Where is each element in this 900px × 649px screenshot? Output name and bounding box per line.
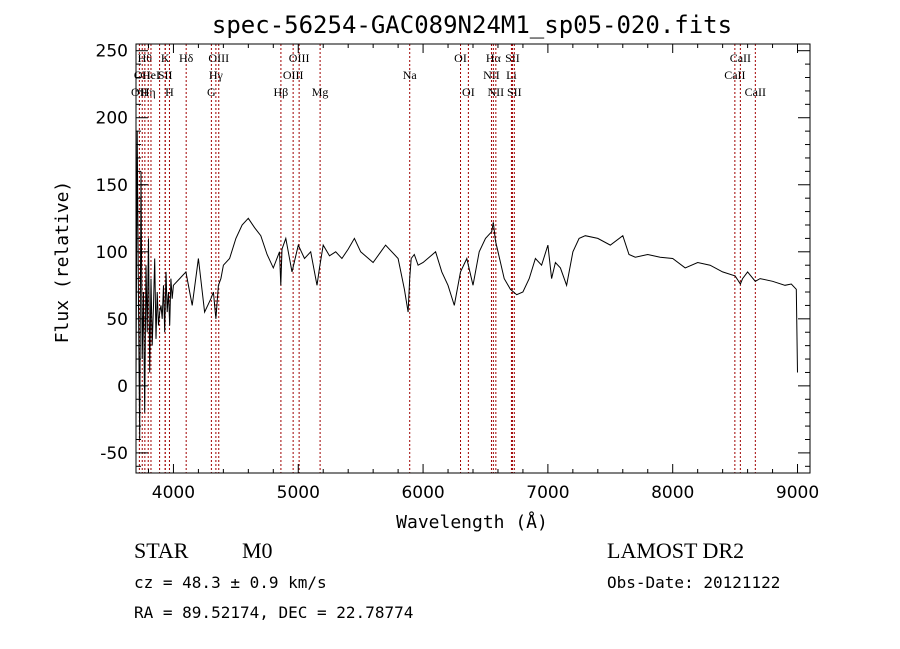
line-marker-label: Li <box>506 68 517 82</box>
line-marker-label: Hη <box>141 85 156 99</box>
y-tick-label: 200 <box>96 109 128 129</box>
spectrum-line <box>135 131 798 440</box>
redshift-line: cz = 48.3 ± 0.9 km/s <box>134 573 327 592</box>
line-marker-label: Hβ <box>274 85 289 99</box>
line-marker-label: NII <box>488 85 505 99</box>
line-marker-label: NII <box>483 68 500 82</box>
line-marker-label: CaII <box>745 85 766 99</box>
line-marker-label: OIII <box>289 51 310 65</box>
object-subclass: M0 <box>242 538 273 563</box>
line-marker-label: OI <box>454 51 467 65</box>
chart-title: spec-56254-GAC089N24M1_sp05-020.fits <box>212 11 732 39</box>
line-markers: OIIOIIHθHηHeIKSIIHHδGHγOIIIHβOIIIOIIIMgN… <box>131 44 766 473</box>
line-marker-label: SII <box>158 68 173 82</box>
line-marker-label: SII <box>507 85 522 99</box>
plot-frame <box>135 43 811 474</box>
line-marker-label: OI <box>462 85 475 99</box>
x-tick-label: 9000 <box>776 483 819 503</box>
y-axis-label: Flux (relative) <box>52 181 73 344</box>
object-class: STAR <box>134 538 189 563</box>
x-tick-label: 7000 <box>526 483 569 503</box>
x-tick-label: 8000 <box>651 483 694 503</box>
ra-dec-line: RA = 89.52174, DEC = 22.78774 <box>134 603 414 622</box>
line-marker-label: CaII <box>724 68 745 82</box>
line-marker-label: Na <box>403 68 418 82</box>
axes <box>135 43 811 474</box>
y-tick-label: -50 <box>100 444 128 464</box>
line-marker-label: H <box>165 85 174 99</box>
line-marker-label: G <box>207 85 216 99</box>
line-marker-label: OII <box>134 68 151 82</box>
line-marker-label: Mg <box>312 85 329 99</box>
line-marker-label: OIII <box>208 51 229 65</box>
line-marker-label: Hδ <box>179 51 194 65</box>
line-marker-label: HeI <box>142 68 160 82</box>
x-tick-label: 6000 <box>401 483 444 503</box>
line-marker-label: Hγ <box>209 68 224 82</box>
line-marker-label: CaII <box>730 51 751 65</box>
tick-labels: 4000 5000 6000 7000 8000 9000 -50 0 50 100 150 200 2… <box>96 42 820 503</box>
x-tick-label: 5000 <box>277 483 320 503</box>
y-tick-label: 0 <box>117 377 128 397</box>
line-marker-label: Hθ <box>138 51 153 65</box>
y-tick-label: 50 <box>106 310 128 330</box>
x-tick-label: 4000 <box>152 483 195 503</box>
y-tick-label: 100 <box>96 243 128 263</box>
line-marker-label: OII <box>131 85 148 99</box>
line-marker-label: OIII <box>283 68 304 82</box>
survey-label: LAMOST DR2 <box>607 538 745 563</box>
y-tick-label: 150 <box>96 176 128 196</box>
line-marker-label: SII <box>505 51 520 65</box>
y-tick-label: 250 <box>96 42 128 62</box>
obs-date-line: Obs-Date: 20121122 <box>607 573 781 592</box>
line-marker-label: Hα <box>486 51 502 65</box>
x-axis-label: Wavelength (Å) <box>396 511 548 533</box>
